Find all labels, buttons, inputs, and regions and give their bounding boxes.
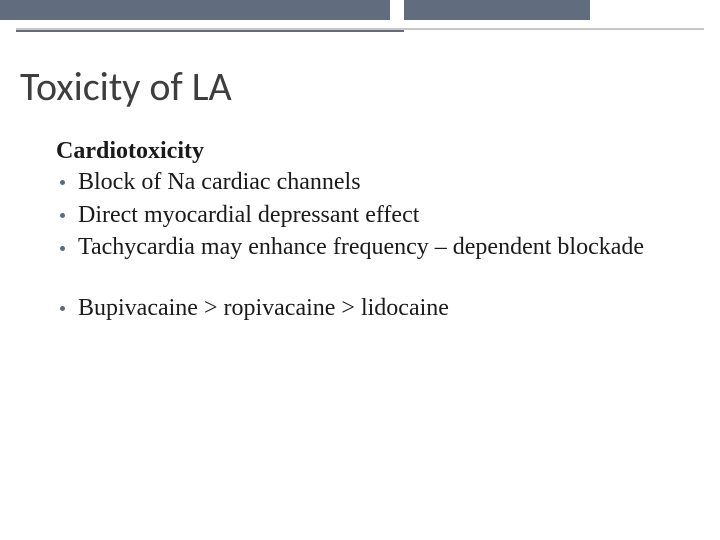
list-item-text: Block of Na cardiac channels (78, 169, 361, 195)
bullet-dot-icon (60, 306, 65, 311)
list-item-text: Direct myocardial depressant effect (78, 202, 419, 228)
slide-body: Cardiotoxicity Block of Na cardiac chann… (56, 138, 680, 326)
bullet-list-b: Bupivacaine > ropivacaine > lidocaine (56, 293, 680, 324)
bullet-list-a: Block of Na cardiac channels Direct myoc… (56, 167, 680, 263)
section-heading: Cardiotoxicity (56, 138, 680, 165)
list-item: Direct myocardial depressant effect (56, 200, 680, 231)
list-item: Bupivacaine > ropivacaine > lidocaine (56, 293, 680, 324)
list-item: Block of Na cardiac channels (56, 167, 680, 198)
header-band-gap (390, 0, 404, 20)
slide: Toxicity of LA Cardiotoxicity Block of N… (0, 0, 720, 540)
paragraph-spacer (56, 265, 680, 293)
list-item-text: Bupivacaine > ropivacaine > lidocaine (78, 295, 449, 321)
header-band-left (0, 0, 390, 20)
header-decoration (0, 0, 720, 42)
header-rule-inner (16, 30, 404, 32)
bullet-dot-icon (60, 213, 65, 218)
bullet-dot-icon (60, 246, 65, 251)
slide-title: Toxicity of LA (20, 62, 232, 111)
bullet-dot-icon (60, 180, 65, 185)
header-band-right (404, 0, 590, 20)
list-item: Tachycardia may enhance frequency – depe… (56, 232, 680, 263)
list-item-text: Tachycardia may enhance frequency – depe… (78, 234, 644, 260)
